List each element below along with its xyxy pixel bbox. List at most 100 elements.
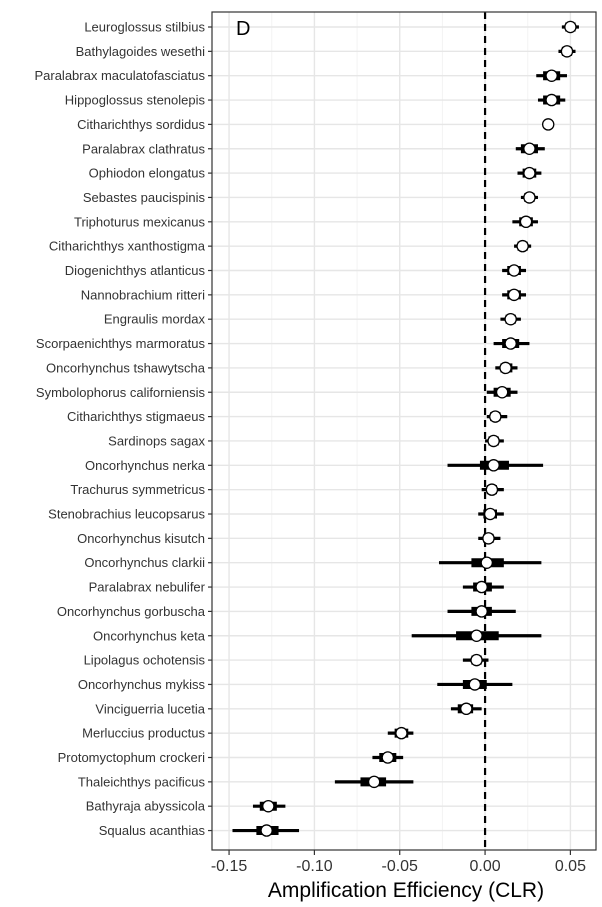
median-point xyxy=(483,507,497,521)
median-point xyxy=(507,264,521,277)
estimate-row xyxy=(536,69,567,82)
estimate-row xyxy=(478,532,501,545)
y-tick-label: Stenobrachius leucopsarus xyxy=(48,507,205,522)
y-tick-label: Thaleichthys pacificus xyxy=(78,774,206,789)
estimate-row xyxy=(485,434,504,448)
y-tick-label: Symbolophorus californiensis xyxy=(36,385,206,400)
median-point xyxy=(475,605,488,618)
y-tick-label: Protomyctophum crockeri xyxy=(58,750,205,765)
median-point xyxy=(504,312,517,326)
median-point xyxy=(470,653,483,667)
estimate-row xyxy=(334,775,414,789)
y-tick-label: Citharichthys stigmaeus xyxy=(67,409,205,424)
median-point xyxy=(519,215,533,229)
median-point xyxy=(460,702,473,716)
estimate-row xyxy=(512,215,538,229)
y-tick-label: Vinciguerria lucetia xyxy=(95,701,205,716)
y-tick-label: Oncorhynchus kisutch xyxy=(77,531,205,546)
estimate-row xyxy=(450,702,482,716)
x-tick-label: -0.05 xyxy=(381,858,418,875)
estimate-row xyxy=(481,483,504,496)
estimate-row xyxy=(486,385,518,399)
estimate-row xyxy=(558,45,576,58)
median-point xyxy=(504,337,517,350)
y-tick-label: Trachurus symmetricus xyxy=(70,482,205,497)
y-tick-label: Lipolagus ochotensis xyxy=(84,653,206,668)
y-tick-label: Bathyraja abyssicola xyxy=(86,799,206,814)
median-point xyxy=(260,824,273,837)
y-tick-label: Sebastes paucispinis xyxy=(83,190,206,205)
estimates-layer xyxy=(232,20,579,837)
median-point xyxy=(480,556,494,569)
median-point xyxy=(545,93,558,107)
estimate-row xyxy=(502,264,527,277)
estimate-row xyxy=(502,288,527,302)
estimate-row xyxy=(517,166,542,180)
median-point xyxy=(564,20,577,34)
panel-label: D xyxy=(236,18,250,40)
y-tick-label: Engraulis mordax xyxy=(104,312,206,327)
y-tick-label: Oncorhynchus mykiss xyxy=(78,677,206,692)
median-point xyxy=(487,434,500,448)
y-tick-label: Triphoturus mexicanus xyxy=(74,214,206,229)
median-point xyxy=(262,799,275,813)
estimate-row xyxy=(495,361,518,375)
y-tick-label: Oncorhynchus clarkii xyxy=(84,555,205,570)
estimate-row xyxy=(515,142,545,155)
estimate-row xyxy=(437,678,513,691)
median-point xyxy=(470,629,483,643)
panel-border xyxy=(211,11,597,851)
x-axis: -0.15 -0.10 -0.05 0.00 0.05 xyxy=(211,850,586,875)
median-point xyxy=(381,751,395,764)
median-point xyxy=(487,459,500,472)
estimate-row xyxy=(447,605,516,618)
y-tick-label: Merluccius productus xyxy=(82,726,205,741)
estimate-row xyxy=(232,824,300,837)
panel-background xyxy=(212,12,596,850)
estimate-row xyxy=(537,93,566,107)
median-point xyxy=(489,410,502,423)
y-tick-label: Hippoglossus stenolepis xyxy=(65,93,206,108)
estimate-row xyxy=(462,653,489,667)
estimate-row xyxy=(541,118,555,131)
estimate-row xyxy=(520,191,538,204)
y-tick-label: Oncorhynchus gorbuscha xyxy=(57,604,206,619)
y-tick-label: Sardinops sagax xyxy=(108,433,205,448)
x-tick-label: -0.10 xyxy=(296,858,333,875)
median-point xyxy=(523,191,536,204)
median-point xyxy=(516,239,529,253)
estimate-row xyxy=(561,20,579,34)
y-tick-label: Paralabrax clathratus xyxy=(82,141,205,156)
estimate-row xyxy=(493,337,530,350)
y-tick-label: Oncorhynchus tshawytscha xyxy=(46,360,206,375)
median-point xyxy=(499,361,512,375)
estimate-row xyxy=(447,459,544,472)
median-point xyxy=(468,678,482,691)
x-tick-label: -0.15 xyxy=(211,858,248,875)
median-point xyxy=(482,532,495,545)
major-gridlines xyxy=(212,12,596,850)
estimate-row xyxy=(514,239,532,253)
y-tick-label: Ophiodon elongatus xyxy=(89,166,206,181)
y-tick-label: Squalus acanthias xyxy=(99,823,206,838)
y-tick-label: Bathylagoides wesethi xyxy=(76,44,205,59)
y-tick-label: Leuroglossus stilbius xyxy=(84,20,205,35)
y-tick-label: Citharichthys sordidus xyxy=(77,117,205,132)
median-point xyxy=(395,726,408,740)
median-point xyxy=(507,288,521,302)
estimate-row xyxy=(438,556,542,569)
y-tick-label: Paralabrax nebulifer xyxy=(89,580,206,595)
estimate-row xyxy=(486,410,508,423)
median-point xyxy=(367,775,381,789)
estimate-row xyxy=(478,507,504,521)
y-axis: Leuroglossus stilbius Bathylagoides weset… xyxy=(34,20,212,838)
median-point xyxy=(523,166,536,180)
estimate-row xyxy=(462,580,504,594)
estimate-row xyxy=(372,751,404,764)
median-point xyxy=(541,118,555,131)
y-tick-label: Oncorhynchus nerka xyxy=(85,458,206,473)
y-tick-label: Citharichthys xanthostigma xyxy=(49,239,206,254)
x-tick-label: 0.00 xyxy=(469,858,500,875)
estimate-row xyxy=(411,629,542,643)
estimate-row xyxy=(500,312,521,326)
